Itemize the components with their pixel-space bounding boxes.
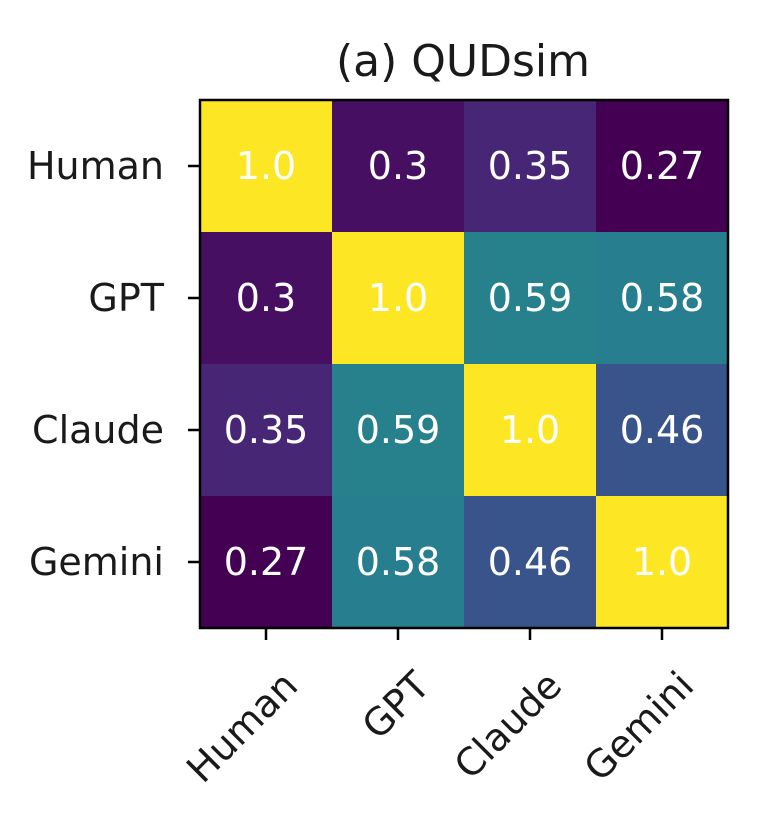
x-tick-label: Human <box>178 663 306 791</box>
x-axis: Human GPT Claude Gemini <box>178 628 702 791</box>
x-tick-label: GPT <box>354 662 439 747</box>
y-tick-label: GPT <box>88 276 164 320</box>
heatmap-cell-gemini-gemini <box>596 496 729 629</box>
y-tick-label: Gemini <box>29 540 164 584</box>
heatmap-cell-human-gemini <box>596 100 729 233</box>
cell-value-label: 1.0 <box>632 540 692 584</box>
heatmap-cell-gpt-claude <box>464 232 597 365</box>
cell-value-label: 0.58 <box>620 276 705 320</box>
cell-value-label: 0.46 <box>620 408 705 452</box>
chart-title: (a) QUDsim <box>336 36 590 87</box>
y-axis: Human GPT Claude Gemini <box>27 144 200 584</box>
heatmap-cell-claude-human <box>200 364 333 497</box>
heatmap-cell-gemini-human <box>200 496 333 629</box>
heatmap-cell-human-gpt <box>332 100 465 233</box>
heatmap-cell-claude-claude <box>464 364 597 497</box>
heatmap-cell-gemini-gpt <box>332 496 465 629</box>
cell-value-label: 0.35 <box>224 408 309 452</box>
heatmap-cell-labels: 1.0 0.3 0.35 0.27 0.3 1.0 0.59 0.58 0.35 0.59 1.0 0… <box>224 144 705 584</box>
cell-value-label: 0.3 <box>368 144 428 188</box>
plot-frame <box>198 98 730 630</box>
cell-value-label: 0.46 <box>488 540 573 584</box>
heatmap-cells <box>200 100 729 629</box>
cell-value-label: 0.35 <box>488 144 573 188</box>
heatmap-cell-claude-gpt <box>332 364 465 497</box>
cell-value-label: 0.27 <box>620 144 705 188</box>
cell-value-label: 1.0 <box>500 408 560 452</box>
y-tick-label: Claude <box>32 408 164 452</box>
cell-value-label: 0.58 <box>356 540 441 584</box>
heatmap-cell-gpt-gemini <box>596 232 729 365</box>
heatmap-cell-gemini-claude <box>464 496 597 629</box>
y-tick-label: Human <box>27 144 164 188</box>
cell-value-label: 0.59 <box>488 276 573 320</box>
cell-value-label: 0.27 <box>224 540 309 584</box>
heatmap-cell-gpt-human <box>200 232 333 365</box>
cell-value-label: 0.59 <box>356 408 441 452</box>
cell-value-label: 1.0 <box>368 276 428 320</box>
heatmap-cell-gpt-gpt <box>332 232 465 365</box>
cell-value-label: 0.3 <box>236 276 296 320</box>
heatmap-cell-human-human <box>200 100 333 233</box>
x-tick-label: Gemini <box>576 663 703 790</box>
heatmap-cell-claude-gemini <box>596 364 729 497</box>
x-tick-label: Claude <box>446 663 570 787</box>
cell-value-label: 1.0 <box>236 144 296 188</box>
heatmap-cell-human-claude <box>464 100 597 233</box>
